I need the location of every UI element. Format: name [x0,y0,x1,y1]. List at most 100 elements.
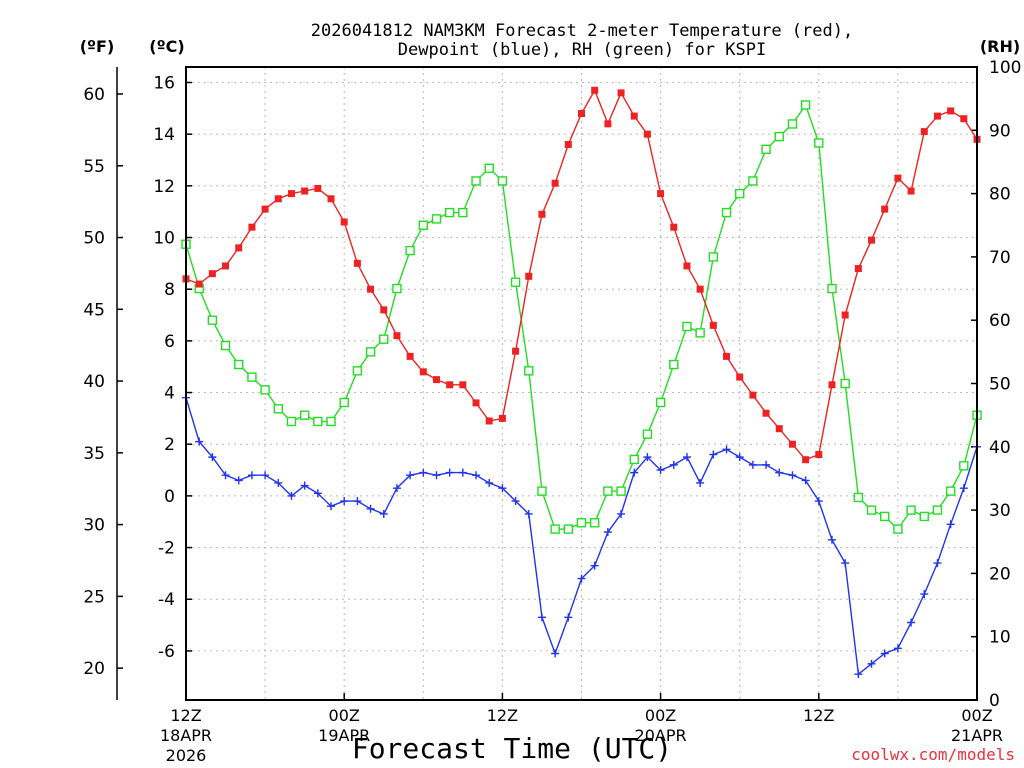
data-point [392,484,401,493]
fahrenheit-axis-label: (ºF) [80,37,115,56]
data-point [431,214,442,224]
data-point [669,460,678,469]
data-point [458,468,467,477]
x-tick-label-year: 2026 [166,746,207,765]
data-point [655,397,666,408]
data-point [670,223,678,231]
data-point [775,425,783,433]
data-point [537,486,547,496]
rh-tick-label: 60 [989,311,1011,331]
data-point [274,195,282,203]
data-point [537,613,546,622]
data-point [630,468,639,477]
data-point [814,497,823,506]
data-point [484,163,494,173]
data-point [445,468,454,477]
data-point [748,176,758,186]
x-tick-label-time: 12Z [803,706,834,725]
data-point [248,223,256,231]
data-point [247,372,257,382]
data-point [234,359,244,370]
data-point [696,478,705,487]
data-point [880,649,889,658]
series-1 [182,393,981,679]
data-point [616,486,626,496]
data-point [867,659,876,668]
data-point [393,332,401,340]
data-point [945,486,956,496]
celsius-tick-label: 16 [153,74,175,94]
data-point [880,511,890,522]
x-tick-label-date: 18APR [160,726,212,745]
data-point [498,484,507,493]
data-point [787,119,798,129]
data-point [603,486,613,496]
celsius-tick-label: 12 [153,177,175,197]
fahrenheit-tick-label: 20 [83,659,105,679]
series-2 [181,100,982,534]
data-point [472,399,480,407]
data-point [459,381,467,389]
data-point [906,505,916,515]
data-point [326,416,336,427]
data-point [853,492,864,503]
data-point [274,478,283,487]
data-point [405,245,415,256]
series-layer [181,86,982,679]
chart-title-line2: Dewpoint (blue), RH (green) for KSPI [398,40,766,60]
data-point [314,184,322,192]
data-point [589,518,600,528]
data-point [538,210,546,218]
fahrenheit-tick-label: 60 [83,85,105,105]
data-point [564,613,573,622]
rh-tick-label: 40 [989,438,1011,458]
data-point [656,466,665,475]
x-tick-label-time: 12Z [487,706,518,725]
data-point [380,306,388,314]
data-point [327,502,336,511]
data-point [868,236,876,244]
series-line [185,103,978,531]
rh-tick-label: 50 [989,375,1011,395]
data-point [643,453,652,462]
data-point [788,471,797,480]
data-point [578,110,585,118]
rh-tick-label: 100 [989,58,1021,78]
data-point [854,265,862,273]
data-point [208,453,217,462]
credit-text: coolwx.com/models [851,745,1015,764]
rh-tick-label: 0 [989,691,1000,711]
data-point [261,471,270,480]
data-point [327,195,335,203]
data-point [418,220,428,230]
data-point [682,453,691,462]
data-point [841,559,850,568]
data-point [340,497,349,506]
data-point [485,478,494,487]
data-point [511,497,520,506]
data-point [735,188,745,199]
data-point [299,410,310,420]
data-point [260,385,270,395]
data-point [866,505,877,515]
x-tick-label-time: 00Z [329,706,360,725]
celsius-tick-label: 2 [164,435,175,455]
celsius-tick-label: 0 [164,487,175,507]
data-point [550,524,560,534]
rh-tick-label: 70 [989,248,1011,268]
data-point [301,187,309,195]
data-point [591,86,599,94]
celsius-tick-label: 6 [164,332,175,352]
rh-tick-label: 90 [989,121,1011,141]
data-point [419,368,427,376]
data-point [840,378,850,389]
data-point [723,352,731,360]
rh-tick-label: 80 [989,185,1011,205]
data-point [932,505,943,515]
data-point [683,262,691,270]
data-point [551,649,560,658]
data-point [736,373,744,381]
data-point [220,340,231,351]
data-point [313,489,322,498]
